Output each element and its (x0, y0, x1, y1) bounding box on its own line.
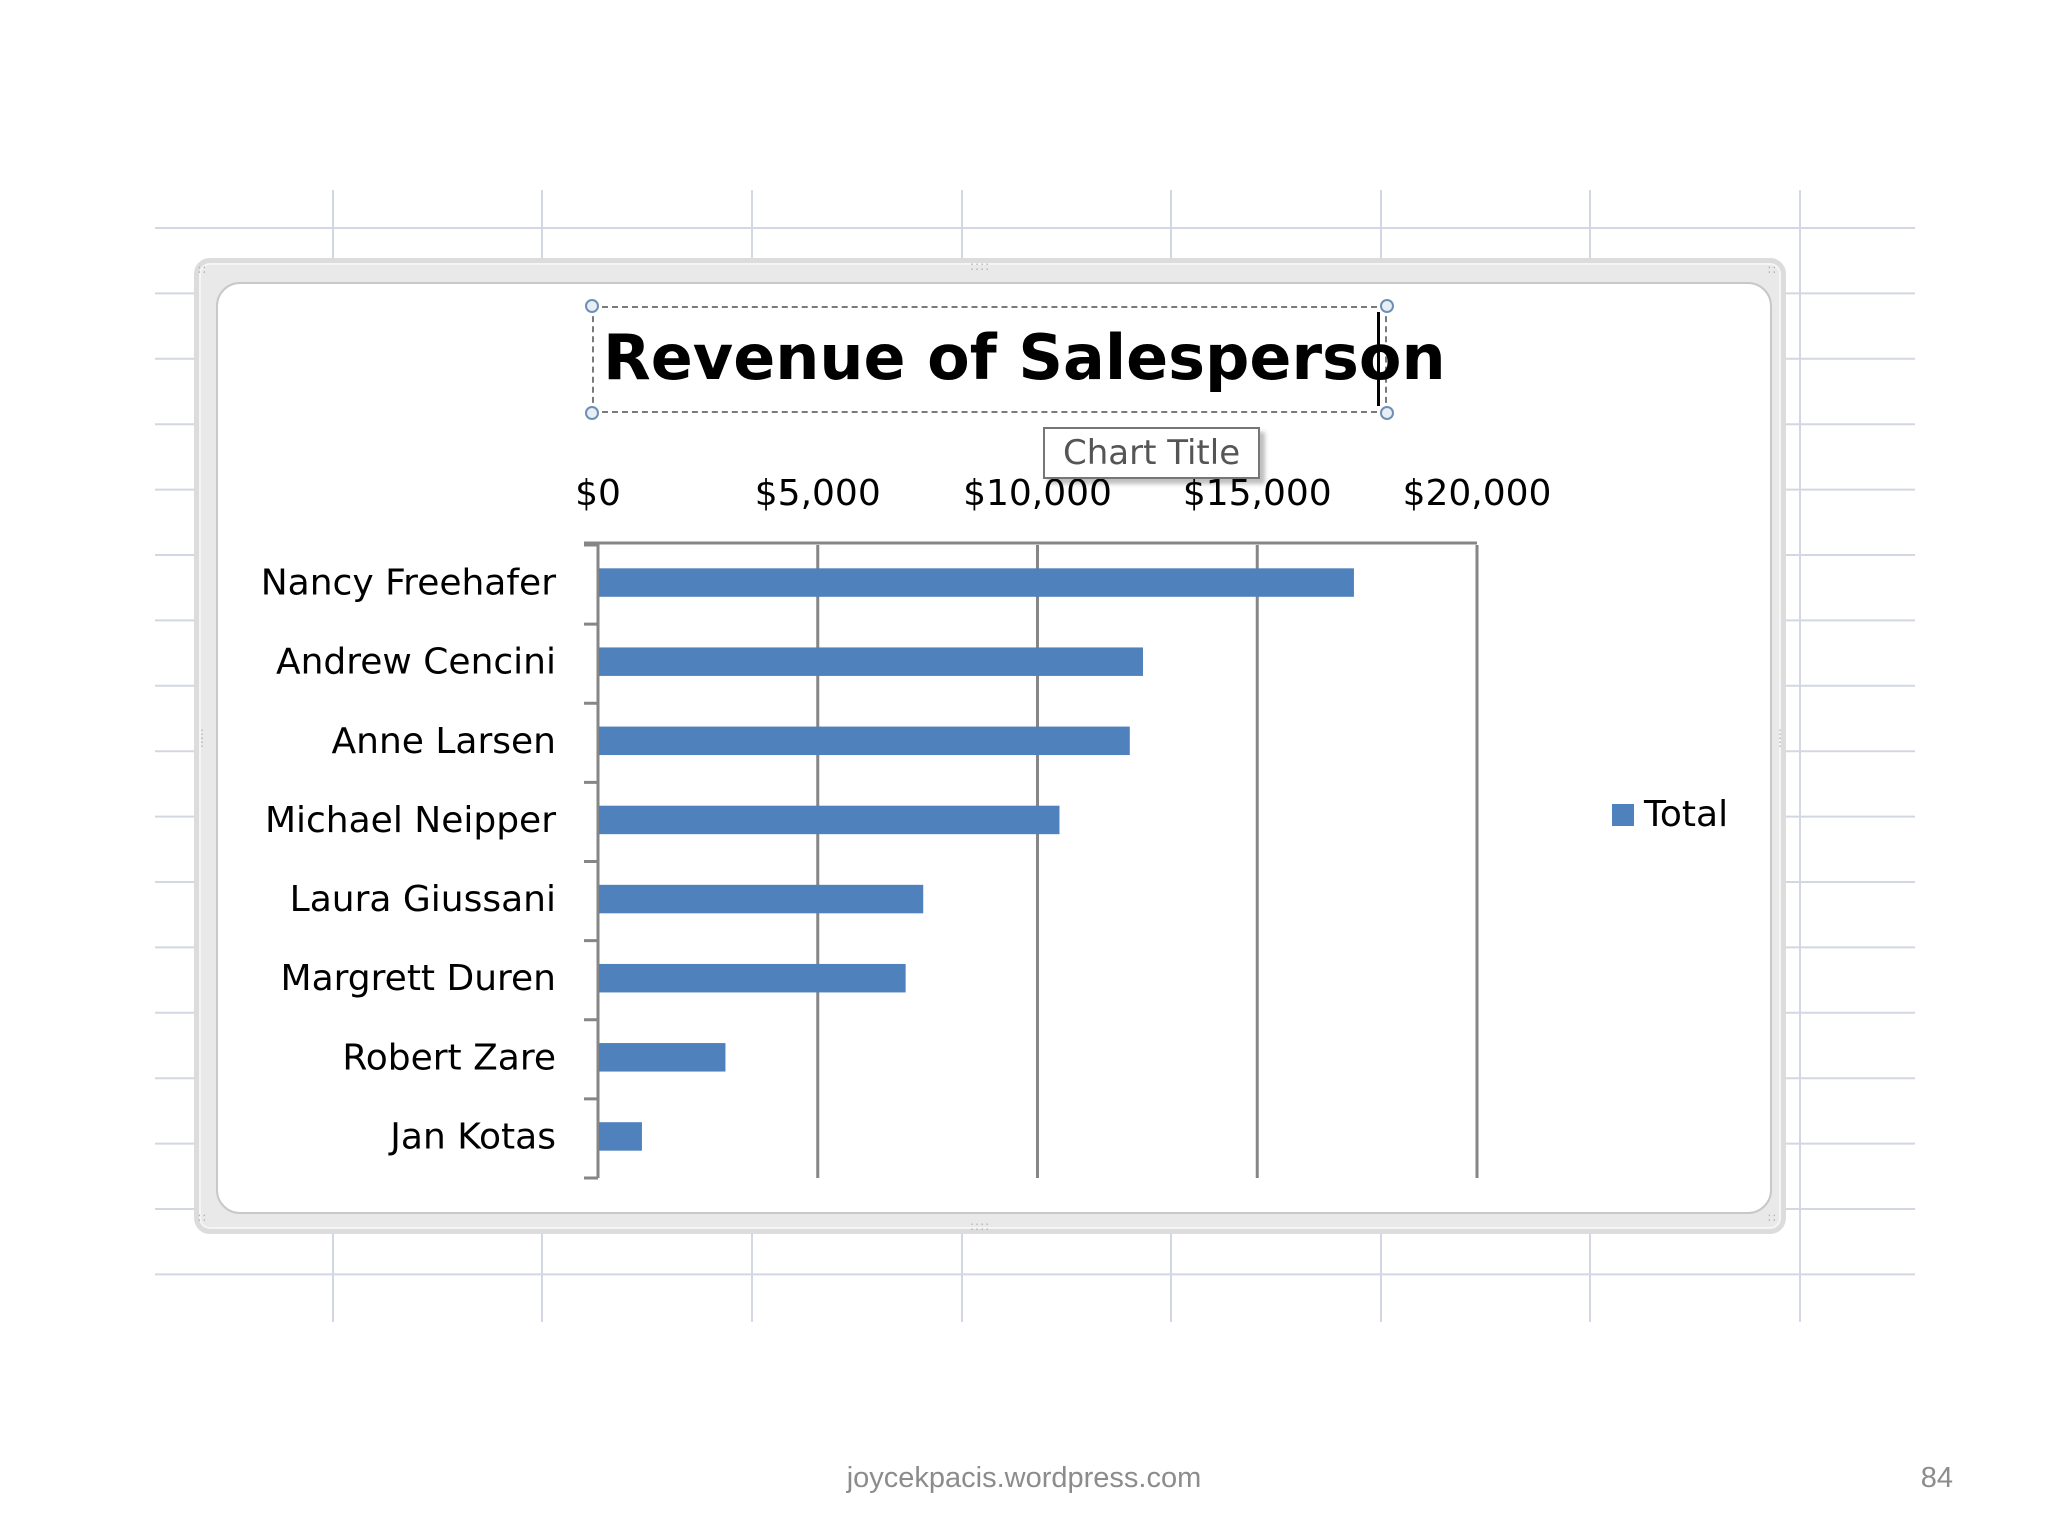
resize-handle-bottom-right[interactable]: ∷ (1768, 1211, 1777, 1225)
slide-number: 84 (1920, 1462, 1953, 1494)
bar (599, 1043, 726, 1072)
category-label: Andrew Cencini (276, 642, 556, 683)
bar (599, 568, 1354, 597)
resize-handle-top-right[interactable]: ∷ (1768, 263, 1777, 277)
x-tick-label: $15,000 (1183, 473, 1332, 514)
category-label: Nancy Freehafer (261, 563, 556, 604)
chart-title-selection-box[interactable] (592, 306, 1387, 413)
category-label: Jan Kotas (388, 1116, 556, 1157)
resize-handle-bottom-left[interactable]: ∷ (198, 1211, 207, 1225)
legend-swatch-total (1612, 803, 1634, 826)
category-label: Anne Larsen (332, 721, 557, 762)
category-label: Margrett Duren (281, 958, 556, 999)
text-cursor (1377, 312, 1380, 406)
bar (599, 805, 1060, 835)
resize-handle-right[interactable]: ⋮ ⋮ (1774, 727, 1787, 749)
category-label: Robert Zare (342, 1037, 556, 1078)
resize-handle-bottom[interactable]: :::: (970, 1219, 991, 1233)
resize-handle-top-left[interactable]: ∷ (198, 263, 207, 277)
title-handle-bottom-right[interactable] (1380, 406, 1394, 420)
bar (599, 726, 1130, 756)
x-tick-label: $5,000 (755, 473, 881, 514)
bar (599, 884, 924, 914)
footer-url: joycekpacis.wordpress.com (846, 1462, 1202, 1494)
chart-legend[interactable]: Total (1612, 794, 1728, 835)
legend-label-total: Total (1644, 794, 1729, 835)
title-handle-top-left[interactable] (585, 299, 599, 313)
bar (599, 1122, 642, 1151)
bar (599, 963, 906, 993)
x-tick-label: $10,000 (963, 473, 1112, 514)
chart-title[interactable]: Revenue of Salesperson (603, 321, 1446, 394)
category-label: Michael Neipper (265, 800, 556, 841)
x-tick-label: $20,000 (1403, 473, 1552, 514)
title-handle-top-right[interactable] (1380, 299, 1394, 313)
title-handle-bottom-left[interactable] (585, 406, 599, 420)
bar (599, 647, 1143, 676)
x-tick-label: $0 (575, 473, 621, 514)
chart-title-tooltip: Chart Title (1043, 427, 1261, 479)
category-label: Laura Giussani (290, 879, 556, 920)
resize-handle-left[interactable]: ⋮ ⋮ (196, 727, 209, 749)
resize-handle-top[interactable]: :::: (970, 259, 991, 273)
